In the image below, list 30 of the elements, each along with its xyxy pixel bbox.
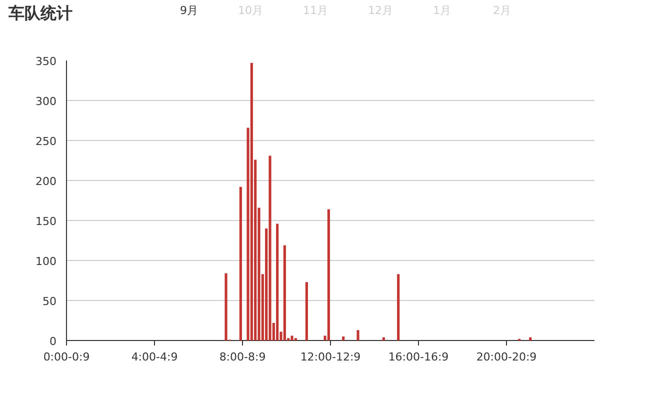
text: 9月 — [180, 3, 199, 18]
bar — [305, 282, 308, 340]
y-tick-label: 200 — [36, 175, 57, 188]
x-tick-label: 4:00-4:9 — [131, 350, 178, 364]
chart-title: 车队统计 — [8, 4, 72, 22]
bar — [239, 186, 242, 340]
y-tick-label: 250 — [36, 135, 57, 148]
bar — [529, 337, 532, 340]
x-tick-label: 0:00-0:9 — [43, 350, 90, 364]
bar — [382, 337, 385, 340]
x-tick-label: 12:00-12:9 — [300, 350, 361, 364]
y-tick-label: 100 — [36, 255, 57, 268]
bar — [290, 336, 294, 340]
x-tick-label: 16:00-16:9 — [388, 350, 449, 364]
bar — [224, 273, 228, 340]
x-tick-label: 8:00-8:9 — [219, 350, 266, 364]
y-tick-label: 50 — [42, 295, 57, 308]
bar — [250, 62, 253, 340]
y-tick-label: 350 — [36, 55, 57, 68]
bar — [327, 209, 330, 340]
y-tick-label: 300 — [36, 95, 57, 108]
x-tick-label: 20:00-20:9 — [476, 350, 537, 364]
y-tick-label: 150 — [36, 215, 57, 228]
bar — [276, 224, 279, 340]
bar — [283, 245, 286, 340]
bar — [397, 274, 400, 340]
bar — [342, 336, 345, 340]
y-tick-label: 0 — [50, 335, 56, 348]
bar — [356, 330, 360, 340]
bar — [268, 156, 272, 340]
